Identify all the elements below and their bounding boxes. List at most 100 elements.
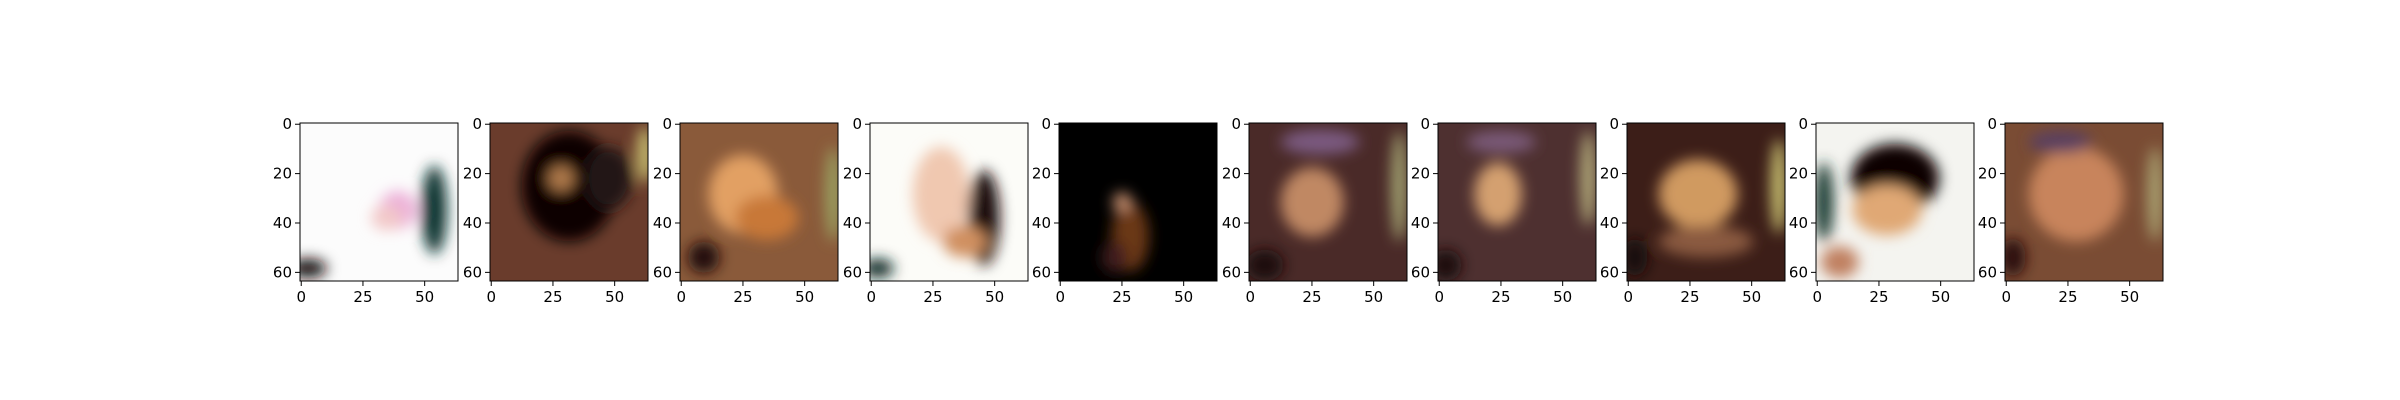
y-tick-label: 20 [1032,165,1051,183]
image-heatmap [870,123,1028,281]
x-tick-label: 50 [1742,288,1761,306]
image-blob [825,146,838,242]
image-blob [1658,225,1754,258]
y-tick-label: 0 [1987,115,1997,133]
y-tick-label: 20 [653,165,672,183]
subplot-2: 0 25 50 0 20 40 60 [463,115,649,306]
x-tick-label: 50 [985,288,1004,306]
image-blob [636,126,648,184]
y-tick-label: 60 [1411,263,1430,281]
image-heatmap [1627,123,1785,281]
x-tick-label: 50 [1553,288,1572,306]
axes-frame [2004,122,2164,282]
y-tick-label: 60 [1032,263,1051,281]
image-blob [1580,130,1596,226]
image-heatmap [490,123,648,281]
x-tick-label: 0 [1245,288,1255,306]
y-tick-label: 60 [1789,263,1808,281]
subplot-6: 0 25 50 0 20 40 60 [1222,115,1408,306]
x-tick-label: 50 [2120,288,2139,306]
image-heatmap [680,123,838,281]
y-tick-label: 20 [463,165,482,183]
image-blob [1466,130,1536,154]
axes-frame [1815,122,1975,282]
subplot-4: 0 25 50 0 20 40 60 [843,115,1029,306]
axes-frame [1058,122,1218,282]
y-tick-label: 20 [843,165,862,183]
axes-frame [299,122,459,282]
x-tick-label: 0 [1812,288,1822,306]
y-tick-label: 40 [273,214,292,232]
image-blob [1474,162,1522,226]
axes-frame [679,122,839,282]
x-tick-label: 25 [1491,288,1510,306]
subplot-10: 0 25 50 0 20 40 60 [1978,115,2164,306]
image-blob [1658,159,1738,229]
y-tick-label: 60 [463,263,482,281]
image-blob [371,205,403,231]
y-tick-label: 40 [843,214,862,232]
image-blob [2028,130,2092,154]
x-tick-label: 50 [1174,288,1193,306]
x-tick-label: 25 [923,288,942,306]
x-tick-label: 25 [2058,288,2077,306]
y-tick-label: 60 [1600,263,1619,281]
image-blob [1280,129,1360,155]
x-tick-label: 25 [733,288,752,306]
y-tick-label: 0 [1798,115,1808,133]
image-blob [1249,249,1284,281]
image-blob [421,165,447,255]
y-tick-label: 20 [1789,165,1808,183]
y-tick-label: 40 [1789,214,1808,232]
x-tick-label: 0 [486,288,496,306]
image-heatmap [1816,123,1974,281]
x-tick-label: 25 [543,288,562,306]
subplot-7: 0 25 50 0 20 40 60 [1411,115,1597,306]
image-blob [870,258,894,278]
y-tick-label: 20 [1978,165,1997,183]
image-blob [1101,241,1127,274]
image-blob [912,146,970,242]
image-blob [584,146,633,210]
y-tick-label: 40 [1222,214,1241,232]
image-blob [942,225,987,258]
y-tick-label: 0 [1231,115,1241,133]
axes-frame [489,122,649,282]
x-tick-label: 25 [1680,288,1699,306]
y-tick-label: 20 [1411,165,1430,183]
axes-frame [1248,122,1408,282]
x-tick-label: 50 [795,288,814,306]
subplot-9: 0 25 50 0 20 40 60 [1789,115,1975,306]
image-blob [1112,192,1132,212]
x-tick-label: 50 [415,288,434,306]
y-tick-label: 40 [653,214,672,232]
y-tick-label: 40 [463,214,482,232]
subplot-3: 0 25 50 0 20 40 60 [653,115,839,306]
image-heatmap [1438,123,1596,281]
image-heatmap [1059,123,1217,281]
axes-frame [1437,122,1597,282]
x-tick-label: 0 [1434,288,1444,306]
x-tick-label: 25 [1112,288,1131,306]
subplot-5: 0 25 50 0 20 40 60 [1032,115,1218,306]
x-tick-label: 25 [1869,288,1888,306]
x-tick-label: 0 [866,288,876,306]
image-blob [735,195,799,240]
image-blob [1627,238,1648,277]
image-blob [1816,162,1834,242]
image-heatmap [300,123,458,281]
y-tick-label: 60 [653,263,672,281]
image-blob [2005,238,2026,277]
image-blob [2147,146,2163,242]
x-tick-label: 25 [353,288,372,306]
y-tick-label: 0 [472,115,482,133]
y-tick-label: 60 [273,263,292,281]
axes-frame [869,122,1029,282]
x-tick-label: 0 [1623,288,1633,306]
y-tick-label: 40 [1978,214,1997,232]
subplot-8: 0 25 50 0 20 40 60 [1600,115,1786,306]
image-heatmap [1249,123,1407,281]
image-blob [2028,146,2124,242]
